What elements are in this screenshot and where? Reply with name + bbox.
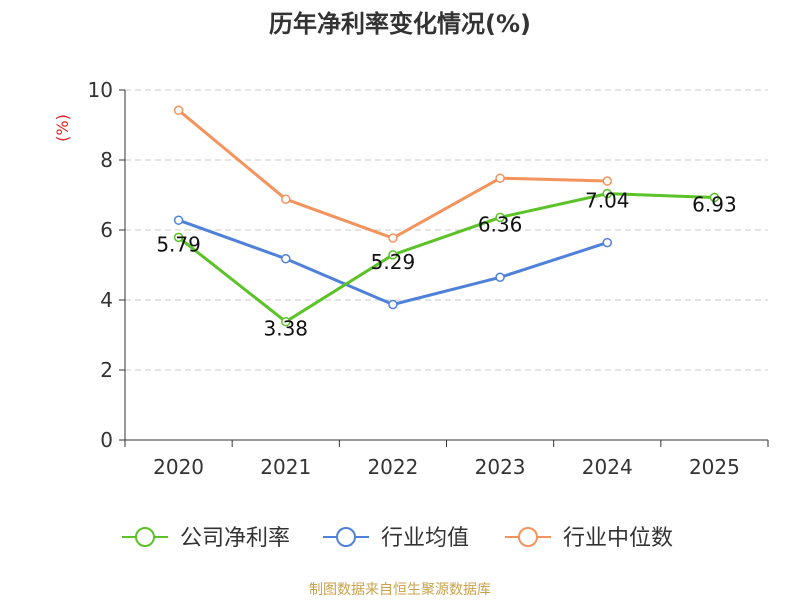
x-tick-label: 2025 bbox=[689, 455, 740, 479]
data-labels: 5.79 3.38 5.29 6.36 7.04 6.93 bbox=[156, 189, 736, 341]
legend-marker bbox=[518, 527, 538, 547]
data-label: 6.93 bbox=[692, 192, 737, 216]
data-point bbox=[388, 233, 398, 243]
data-point bbox=[173, 232, 184, 243]
x-tick-label: 2023 bbox=[475, 455, 526, 479]
data-label: 7.04 bbox=[585, 189, 630, 213]
legend-marker bbox=[135, 527, 155, 547]
series-line-0 bbox=[177, 192, 715, 324]
chart-title: 历年净利率变化情况(%) bbox=[269, 10, 531, 38]
legend-marker bbox=[336, 527, 356, 547]
data-point bbox=[602, 237, 612, 248]
data-point bbox=[495, 272, 505, 282]
source-note: 制图数据来自恒生聚源数据库 bbox=[309, 582, 491, 598]
x-tick-label: 2024 bbox=[582, 455, 633, 479]
data-point bbox=[602, 176, 612, 186]
data-label: 5.79 bbox=[156, 232, 201, 256]
legend-label: 公司净利率 bbox=[180, 526, 290, 551]
data-point bbox=[281, 316, 291, 327]
y-tick-label: 6 bbox=[100, 218, 113, 242]
data-point bbox=[281, 194, 291, 204]
data-point bbox=[602, 188, 612, 199]
y-tick-label: 8 bbox=[100, 148, 113, 172]
legend-label: 行业中位数 bbox=[563, 526, 673, 551]
data-label: 6.36 bbox=[478, 212, 523, 236]
y-axis-label: (%) bbox=[53, 114, 72, 142]
legend-item-1[interactable]: 行业均值 bbox=[323, 526, 469, 551]
x-tick-label: 2020 bbox=[153, 455, 204, 479]
data-label: 3.38 bbox=[263, 317, 308, 341]
x-tick-label: 2022 bbox=[367, 455, 418, 479]
y-tick-label: 0 bbox=[100, 428, 113, 452]
data-point bbox=[173, 215, 184, 225]
data-point bbox=[388, 250, 398, 260]
series-line-2 bbox=[177, 109, 608, 240]
data-point bbox=[388, 299, 398, 310]
y-tick-label: 4 bbox=[100, 288, 113, 312]
data-point bbox=[495, 173, 505, 183]
data-point bbox=[709, 192, 720, 203]
axes: 0 2 4 6 8 10 2020 2021 2022 2023 2024 2025 (%) bbox=[53, 78, 769, 479]
y-tick-label: 2 bbox=[100, 358, 113, 382]
series-layer bbox=[173, 105, 720, 327]
x-tick-label: 2021 bbox=[260, 455, 311, 479]
data-point bbox=[173, 105, 184, 116]
legend-item-0[interactable]: 公司净利率 bbox=[122, 526, 290, 551]
data-label: 5.29 bbox=[371, 250, 416, 274]
legend-label: 行业均值 bbox=[381, 526, 469, 551]
legend[interactable]: 公司净利率 行业均值 行业中位数 bbox=[122, 526, 673, 551]
grid-lines bbox=[125, 89, 768, 371]
y-tick-label: 10 bbox=[88, 78, 113, 102]
legend-item-2[interactable]: 行业中位数 bbox=[505, 526, 673, 551]
data-point bbox=[495, 212, 505, 223]
data-point bbox=[281, 253, 291, 264]
